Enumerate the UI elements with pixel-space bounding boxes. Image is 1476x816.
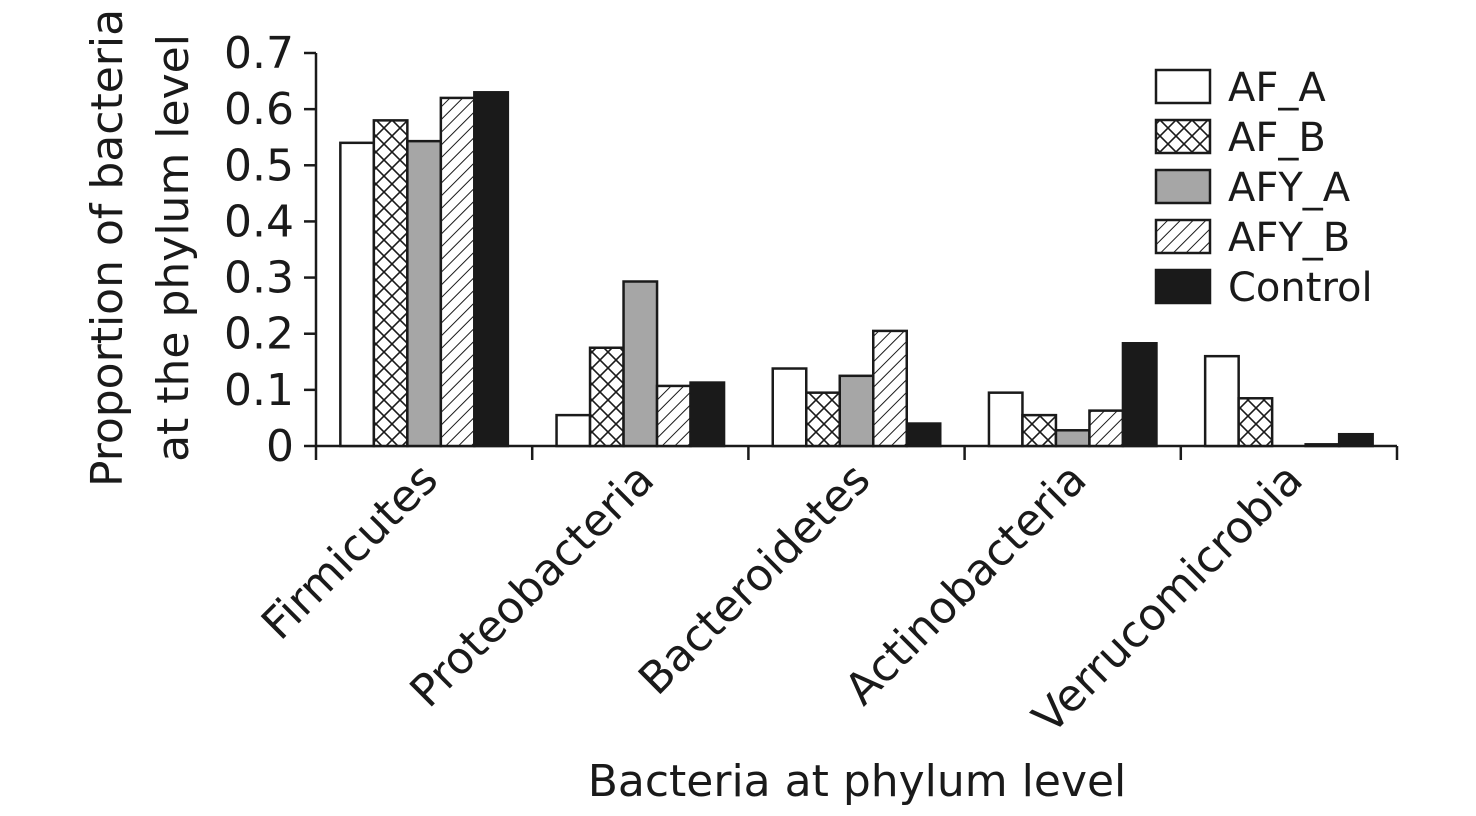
bar-afy-a-proteobacteria xyxy=(622,280,659,448)
y-tick-label: 0.6 xyxy=(224,84,294,135)
bar-af-a-proteobacteria xyxy=(555,413,592,448)
legend-swatch-afy-a xyxy=(1154,168,1212,205)
y-axis: 00.10.20.3 0.40.50.60.7 xyxy=(224,28,318,472)
y-tick-label: 0 xyxy=(266,421,294,472)
y-tick-label: 0.3 xyxy=(224,253,294,304)
x-axis xyxy=(314,444,1399,460)
legend-label: AF_B xyxy=(1228,115,1326,161)
bar-af-a-verrucomicrobia xyxy=(1203,354,1240,448)
category-label: Firmicutes xyxy=(252,454,448,650)
category-label: Bacteroidetes xyxy=(629,454,880,705)
bar-control-verrucomicrobia xyxy=(1337,432,1374,448)
y-tick-label: 0.4 xyxy=(224,196,294,247)
legend-swatch-af-b xyxy=(1154,118,1212,155)
legend-swatch-control xyxy=(1154,268,1212,305)
bar-afy-b-bacteroidetes xyxy=(872,329,908,448)
bar-afy-b-firmicutes xyxy=(439,96,476,448)
legend-swatch-af-a xyxy=(1154,68,1212,105)
bar-af-a-firmicutes xyxy=(339,141,376,448)
legend-label: AFY_B xyxy=(1228,215,1350,261)
y-axis-title: Proportion of bacteria at the phylum leve… xyxy=(82,9,199,487)
bar-af-b-proteobacteria xyxy=(588,346,625,448)
y-tick-label: 0.1 xyxy=(224,365,294,416)
bar-control-bacteroidetes xyxy=(905,422,942,448)
category-labels: FirmicutesProteobacteriaBacteroidetesAct… xyxy=(252,454,1313,744)
legend-label: AF_A xyxy=(1228,65,1326,111)
y-axis-title-line: Proportion of bacteria xyxy=(82,9,133,487)
bar-af-a-bacteroidetes xyxy=(771,367,808,448)
bar-afy-a-firmicutes xyxy=(406,139,443,448)
bar-af-a-actinobacteria xyxy=(987,391,1024,448)
bar-control-proteobacteria xyxy=(689,381,726,448)
bar-af-b-verrucomicrobia xyxy=(1237,397,1274,448)
legend-label: AFY_A xyxy=(1228,165,1351,211)
y-tick-label: 0.5 xyxy=(224,140,294,191)
bar-control-firmicutes xyxy=(473,91,510,448)
bar-af-b-firmicutes xyxy=(372,119,409,448)
x-axis-title: Bacteria at phylum level xyxy=(588,756,1127,807)
bar-afy-b-proteobacteria xyxy=(655,384,692,448)
bar-afy-b-verrucomicrobia xyxy=(1304,443,1341,448)
bar-af-b-actinobacteria xyxy=(1021,413,1058,448)
legend-swatch-afy-b xyxy=(1154,218,1212,255)
y-tick-label: 0.2 xyxy=(224,309,294,360)
legend-label: Control xyxy=(1228,265,1373,311)
bar-afy-a-bacteroidetes xyxy=(838,374,875,448)
y-tick-label: 0.7 xyxy=(224,28,294,79)
bars xyxy=(339,91,1374,448)
bar-afy-a-actinobacteria xyxy=(1054,429,1091,448)
y-axis-title-line: at the phylum level xyxy=(148,34,199,462)
bar-afy-b-actinobacteria xyxy=(1088,409,1125,448)
bar-control-actinobacteria xyxy=(1121,342,1158,448)
bar-af-b-bacteroidetes xyxy=(805,391,841,448)
